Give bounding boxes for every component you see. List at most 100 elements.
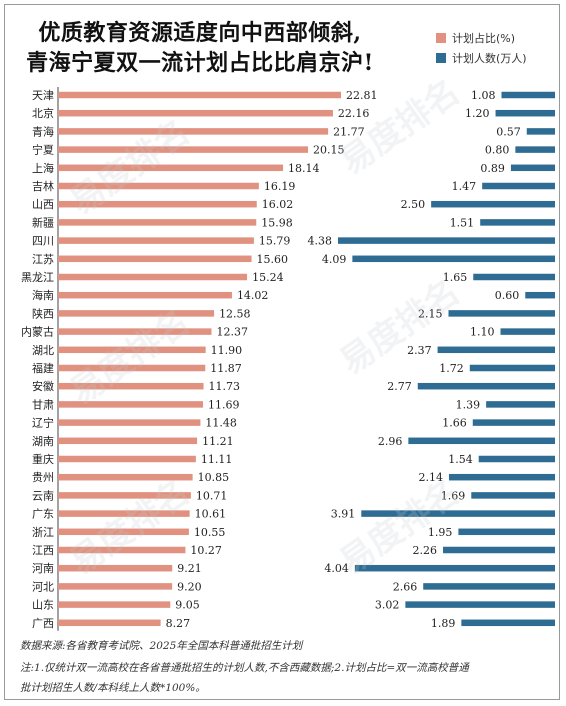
ratio-data-label: 16.19 — [264, 180, 296, 193]
ratio-data-label: 8.27 — [166, 617, 191, 630]
ratio-bar — [58, 583, 173, 590]
ratio-data-label: 22.81 — [346, 89, 378, 102]
category-label: 安徽 — [32, 379, 54, 393]
ratio-data-label: 12.58 — [219, 307, 251, 320]
category-label: 天津 — [32, 89, 54, 102]
ratio-data-label: 18.14 — [288, 162, 320, 175]
ratio-bar — [58, 182, 259, 190]
count-bar — [525, 291, 555, 299]
ratio-data-label: 15.79 — [259, 235, 291, 248]
ratio-data-label: 16.02 — [262, 198, 294, 211]
count-data-label: 0.57 — [496, 125, 521, 138]
category-label: 福建 — [32, 361, 54, 375]
ratio-bar — [58, 91, 341, 99]
ratio-data-label: 10.27 — [190, 544, 222, 557]
ratio-data-label: 9.20 — [177, 580, 202, 593]
count-bar — [443, 546, 555, 554]
category-label: 湖南 — [32, 435, 54, 448]
category-label: 陕西 — [32, 306, 54, 320]
title-line-2: 青海宁夏双一流计划占比比肩京沪! — [26, 50, 374, 76]
category-label: 新疆 — [32, 215, 54, 229]
ratio-bar — [58, 237, 254, 244]
count-data-label: 2.77 — [387, 380, 412, 393]
category-label: 内蒙古 — [21, 325, 54, 339]
ratio-bar — [58, 564, 173, 572]
category-label: 贵州 — [32, 471, 54, 484]
legend-swatch-count — [436, 53, 446, 63]
legend-swatch-ratio — [436, 33, 446, 43]
ratio-data-label: 9.21 — [177, 562, 202, 575]
count-bar — [478, 455, 555, 463]
ratio-bar — [58, 255, 252, 263]
count-bar — [458, 528, 555, 536]
count-bar — [501, 91, 555, 99]
count-data-label: 1.65 — [443, 271, 468, 284]
category-label: 宁夏 — [32, 143, 54, 157]
count-data-label: 4.04 — [324, 562, 349, 575]
count-bar — [405, 601, 555, 608]
count-data-label: 2.66 — [393, 580, 418, 593]
category-label: 湖北 — [32, 344, 54, 357]
count-bar — [437, 346, 555, 354]
count-data-label: 0.80 — [485, 144, 510, 157]
ratio-data-label: 15.98 — [261, 216, 293, 229]
count-data-label: 1.10 — [470, 326, 495, 339]
category-label: 广西 — [32, 617, 54, 630]
count-bar — [500, 328, 555, 335]
count-data-label: 1.69 — [441, 489, 466, 502]
ratio-bar — [58, 146, 308, 153]
ratio-data-label: 11.87 — [210, 362, 242, 375]
ratio-bar — [58, 109, 333, 117]
count-data-label: 2.50 — [401, 198, 426, 211]
count-bar — [448, 473, 555, 481]
ratio-data-label: 22.16 — [338, 107, 370, 120]
count-data-label: 2.96 — [378, 435, 403, 448]
ratio-data-label: 11.48 — [205, 417, 237, 430]
ratio-bar — [58, 128, 329, 135]
ratio-bar — [58, 601, 171, 608]
ratio-bar — [58, 492, 191, 499]
count-bar — [471, 492, 555, 499]
count-bar — [510, 164, 555, 172]
count-bar — [338, 237, 555, 244]
category-label: 黑龙江 — [21, 271, 54, 284]
ratio-bar — [58, 510, 190, 517]
ratio-data-label: 11.73 — [209, 380, 241, 393]
ratio-bar — [58, 619, 161, 627]
category-label: 山东 — [32, 599, 54, 612]
count-data-label: 1.72 — [439, 362, 464, 375]
count-data-label: 2.37 — [407, 344, 432, 357]
footnote-source: 数据来源:各省教育考试院、2025年全国本科普通批招生计划 — [20, 640, 303, 652]
category-label: 吉林 — [32, 179, 54, 193]
category-label: 辽宁 — [32, 416, 54, 430]
count-bar — [472, 419, 555, 426]
ratio-bar — [58, 200, 257, 208]
category-label: 四川 — [32, 235, 54, 248]
ratio-bar — [58, 364, 206, 372]
count-data-label: 1.95 — [428, 526, 453, 539]
ratio-data-label: 11.21 — [202, 435, 234, 448]
category-label: 广东 — [32, 508, 54, 521]
footnote-note-line-2: 批计划招生人数/本科线上人数*100%。 — [20, 682, 206, 694]
ratio-data-label: 11.69 — [208, 398, 240, 411]
ratio-bar — [58, 273, 248, 281]
ratio-bar — [58, 401, 204, 408]
category-label: 青海 — [32, 124, 54, 138]
count-data-label: 1.89 — [431, 617, 456, 630]
ratio-bar — [58, 437, 198, 445]
count-bar — [526, 128, 555, 135]
ratio-data-label: 21.77 — [333, 125, 365, 138]
ratio-bar — [58, 546, 186, 554]
category-label: 河北 — [32, 580, 54, 593]
ratio-bar — [58, 455, 196, 463]
ratio-data-label: 20.15 — [313, 144, 345, 157]
count-bar — [469, 364, 555, 372]
count-bar — [361, 510, 555, 517]
ratio-data-label: 11.11 — [201, 453, 233, 466]
ratio-bar — [58, 382, 204, 390]
count-data-label: 1.08 — [471, 89, 496, 102]
title-line-1: 优质教育资源适度向中西部倾斜, — [38, 20, 362, 46]
legend-item-ratio: 计划占比(%) — [436, 28, 527, 48]
count-data-label: 1.51 — [450, 216, 475, 229]
category-label: 云南 — [32, 489, 54, 502]
